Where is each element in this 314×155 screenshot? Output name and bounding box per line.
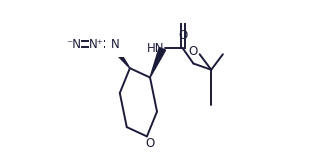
Text: O: O	[145, 137, 155, 150]
Text: O: O	[189, 45, 198, 58]
Text: O: O	[178, 29, 187, 42]
Text: HN: HN	[146, 42, 164, 55]
Text: N⁺: N⁺	[89, 38, 104, 51]
Polygon shape	[150, 47, 165, 78]
Text: ⁻N: ⁻N	[67, 38, 82, 51]
Polygon shape	[109, 42, 130, 68]
Text: N: N	[111, 38, 120, 51]
